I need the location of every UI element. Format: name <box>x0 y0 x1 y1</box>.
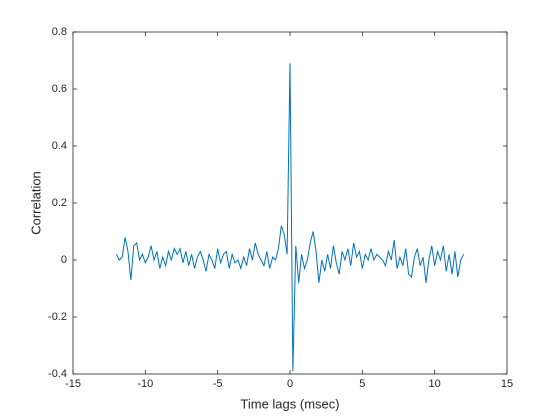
x-tick-label: 0 <box>287 378 293 390</box>
data-line <box>115 63 465 372</box>
x-axis-label: Time lags (msec) <box>240 396 339 411</box>
y-tick-label: 0 <box>61 254 67 266</box>
x-tick-label: -10 <box>137 378 153 390</box>
y-axis-label: Correlation <box>28 171 43 235</box>
x-tick-label: 10 <box>429 378 441 390</box>
y-tick-label: -0.2 <box>48 311 67 323</box>
y-tick-label: -0.4 <box>48 368 67 380</box>
y-tick-label: 0.8 <box>52 26 67 38</box>
y-tick-label: 0.4 <box>52 140 67 152</box>
x-tick-label: 15 <box>501 378 513 390</box>
x-tick-label: -15 <box>65 378 81 390</box>
x-tick-label: -5 <box>213 378 223 390</box>
y-tick-label: 0.6 <box>52 83 67 95</box>
x-tick-label: 5 <box>359 378 365 390</box>
y-tick-label: 0.2 <box>52 197 67 209</box>
